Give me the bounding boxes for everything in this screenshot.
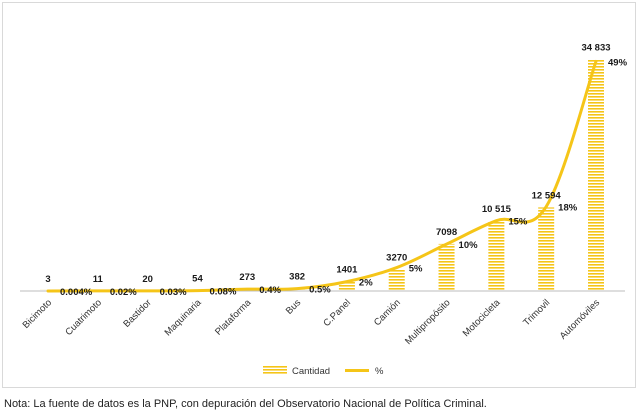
pct-label-9: 10% <box>459 240 479 251</box>
category-label-6: Bus <box>284 297 304 317</box>
legend-bar-label: Cantidad <box>292 366 330 377</box>
category-label-7: C.Panel <box>321 297 353 329</box>
bar-7 <box>338 281 355 291</box>
pct-label-1: 0.004% <box>60 287 93 298</box>
bar-value-label-8: 3270 <box>386 252 407 263</box>
bar-value-label-7: 1401 <box>336 265 358 276</box>
category-label-9: Multipropósito <box>403 297 453 347</box>
bar-9 <box>438 243 455 291</box>
bar-value-label-3: 20 <box>142 274 153 285</box>
pct-label-3: 0.03% <box>160 287 187 298</box>
pct-label-5: 0.4% <box>259 285 281 296</box>
category-label-2: Cuatrimoto <box>63 297 104 338</box>
chart-plot: 3 11 20 54 273 382 1401 3270 7098 10 515 12 594 34 … <box>20 43 628 377</box>
bar-11 <box>538 207 555 291</box>
bar-value-label-10: 10 515 <box>482 204 512 215</box>
category-label-4: Maquinaria <box>163 297 205 339</box>
pct-label-11: 18% <box>558 203 578 214</box>
pct-line <box>46 59 598 293</box>
category-label-1: Bicimoto <box>21 297 55 331</box>
legend: Cantidad % <box>263 366 384 377</box>
bar-value-label-5: 273 <box>239 272 255 283</box>
bar-value-label-9: 7098 <box>436 227 457 238</box>
chart-frame <box>2 2 636 388</box>
legend-bar-swatch <box>263 366 287 375</box>
pct-label-4: 0.08% <box>209 287 236 298</box>
footnote: Nota: La fuente de datos es la PNP, con … <box>4 398 487 410</box>
pct-label-10: 15% <box>508 217 528 228</box>
legend-line-label: % <box>375 366 384 377</box>
pct-label-6: 0.5% <box>309 285 331 296</box>
bar-value-label-4: 54 <box>192 274 203 285</box>
category-label-10: Motocicleta <box>461 297 503 339</box>
category-label-5: Plataforma <box>213 297 254 338</box>
bar-8 <box>388 269 405 291</box>
bar-12 <box>588 59 604 291</box>
category-label-12: Automóviles <box>558 297 603 342</box>
pct-label-12: 49% <box>608 57 628 68</box>
category-label-3: Bastidor <box>121 297 153 329</box>
category-label-11: Trimovil <box>521 297 552 328</box>
bar-value-label-2: 11 <box>93 274 104 285</box>
bar-value-label-11: 12 594 <box>532 190 562 201</box>
bar-value-label-6: 382 <box>289 271 305 282</box>
pct-label-2: 0.02% <box>110 287 137 298</box>
bar-value-label-1: 3 <box>45 274 50 285</box>
bar-value-label-12: 34 833 <box>581 43 610 54</box>
bar-10 <box>488 221 505 291</box>
pct-label-7: 2% <box>359 278 373 289</box>
pct-label-8: 5% <box>409 264 423 275</box>
category-label-8: Camión <box>372 297 403 328</box>
